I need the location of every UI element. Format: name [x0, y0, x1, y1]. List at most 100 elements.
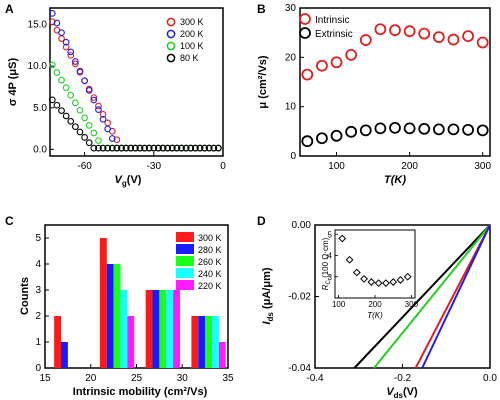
panel-c-legend-label: 240 K — [198, 269, 222, 279]
panel-c-bar — [120, 290, 128, 368]
panel-b-point — [432, 123, 445, 136]
panel-a-point — [145, 144, 153, 152]
panel-a-ytick-label: 10.0 — [28, 61, 48, 72]
panel-b-point — [301, 68, 314, 81]
panel-c-bar — [127, 316, 135, 368]
panel-c-ylabel: Counts — [19, 277, 31, 315]
panel-b-point — [403, 25, 416, 38]
panel-b-xtick-label: 100 — [328, 161, 345, 172]
panel-b-xtick-label: 300 — [474, 161, 491, 172]
panel-a-point — [113, 136, 121, 144]
panel-a-point — [178, 144, 185, 152]
panel-b-ylabel: μ (cm²/Vs) — [257, 55, 269, 109]
panel-b-xlabel: T(K) — [384, 174, 406, 186]
panel-b-legend-label: Intrinsic — [315, 15, 349, 26]
panel-b-point — [389, 121, 401, 134]
panel-a-point — [48, 96, 56, 104]
inset-point — [389, 278, 398, 286]
panel-a-point — [136, 144, 144, 152]
panel-a-point — [67, 52, 75, 59]
panel-a-point — [72, 58, 79, 65]
panel-c-bar — [198, 316, 206, 368]
panel-c-xtick-label: 25 — [131, 373, 143, 384]
inset-point — [403, 272, 412, 281]
panel-b-point — [316, 132, 328, 145]
panel-c-xtick-label: 35 — [222, 373, 234, 384]
inset-point — [345, 255, 354, 264]
panel-a-point — [122, 144, 130, 152]
panel-a-point — [90, 96, 98, 104]
panel-a-ylabel: σ 4P (μS) — [7, 58, 19, 107]
panel-c-bar — [54, 316, 62, 368]
panel-b-point — [418, 122, 431, 135]
panel-a-point — [58, 76, 65, 84]
panel-d-chart: -0.4 -0.2 0.0 -0.04 -0.02 0.00 Ids (μA/μm) Vd… — [261, 220, 497, 400]
panel-a-point — [81, 114, 88, 122]
panel-b-ytick-label: 10 — [285, 102, 297, 113]
inset-point — [374, 279, 383, 288]
panel-label-b: B — [257, 2, 266, 16]
inset-point — [352, 268, 361, 277]
inset-frame — [334, 229, 416, 299]
panel-b-ytick-label: 20 — [285, 52, 297, 63]
panel-a-point — [53, 101, 61, 109]
panel-a-point — [90, 129, 98, 137]
panel-a-legend-marker — [166, 41, 176, 51]
panel-a-point — [76, 106, 84, 114]
panel-a-point — [182, 144, 190, 152]
panel-a-point — [72, 60, 79, 68]
panel-b-point — [359, 124, 372, 137]
panel-a-legend-label: 100 K — [180, 41, 204, 51]
panel-d-series-line — [353, 224, 491, 369]
panel-a-xtick-label: -60 — [77, 161, 92, 172]
panel-d-ytick-label: -0.04 — [288, 363, 311, 374]
panel-a-point — [62, 112, 70, 120]
inset-ytick-label: 5 — [328, 230, 333, 239]
panel-a-legend-label: 300 K — [180, 17, 204, 27]
panel-a-point — [118, 144, 125, 152]
panel-a-point — [155, 144, 162, 152]
inset-xtick-label: 100 — [332, 300, 346, 309]
inset-point — [338, 234, 347, 243]
panel-b-legend: Intrinsic Extrinsic — [299, 13, 353, 40]
panel-a-point — [104, 125, 112, 133]
panel-c-chart: 15 20 25 30 35 0 1 2 3 4 5 300 K 280 K 260 K 240 K 220… — [19, 224, 234, 398]
panel-b-point — [330, 129, 343, 142]
panel-a-point — [72, 99, 79, 107]
panel-d-xlabel: Vds(V) — [386, 386, 418, 400]
panel-c-legend: 300 K 280 K 260 K 240 K 220 K — [176, 232, 222, 291]
panel-b-point — [316, 59, 328, 72]
panel-c-bar — [205, 316, 212, 368]
panel-a-ytick-label: 5.0 — [33, 103, 47, 114]
panel-a-point — [127, 144, 135, 152]
panel-b-point — [374, 23, 387, 36]
panel-a-point — [81, 134, 88, 141]
panel-a-legend-marker — [166, 53, 176, 63]
panel-a-point — [164, 144, 171, 152]
panel-a-point — [99, 144, 107, 152]
inset-ylabel: RC (100 Ω·cm) — [321, 237, 332, 290]
panel-a-point — [90, 144, 98, 152]
panel-a-point — [141, 144, 148, 152]
panel-b-point — [447, 123, 460, 136]
inset-point — [382, 279, 390, 288]
panel-a-point — [215, 144, 222, 152]
panel-a-point — [58, 107, 65, 114]
panel-a-point — [53, 19, 61, 27]
panel-b-point — [462, 30, 474, 43]
panel-a-point — [113, 144, 121, 152]
panel-a-point — [76, 67, 84, 75]
panel-c-bar — [145, 290, 153, 368]
panel-a-point — [85, 139, 93, 147]
inset-point — [360, 274, 368, 283]
panel-a-point — [187, 144, 195, 152]
panel-c-ytick-label: 3 — [35, 285, 41, 296]
panel-d-xtick-label: 0.0 — [483, 373, 497, 384]
panel-c-xlabel: Intrinsic mobility (cm²/Vs) — [73, 386, 208, 398]
panel-c-bar — [99, 238, 107, 368]
panel-a-point — [62, 43, 70, 51]
panel-a-point — [95, 137, 102, 144]
panel-a-point — [99, 111, 107, 118]
panel-a-point — [210, 144, 218, 152]
panel-b-ytick-label: 0 — [290, 151, 296, 162]
